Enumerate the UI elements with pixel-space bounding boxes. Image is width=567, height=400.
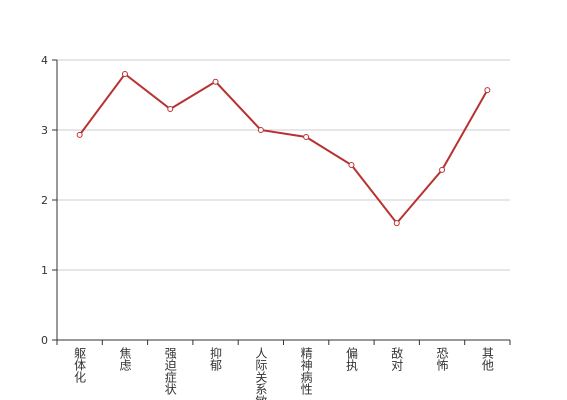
point xyxy=(303,134,310,140)
x-tick-label: 强迫症状 xyxy=(163,347,177,395)
x-tick-label: 躯体化 xyxy=(73,346,87,384)
point xyxy=(76,131,83,138)
point xyxy=(257,127,264,133)
x-tick-label: 偏执 xyxy=(344,346,358,372)
x-tick-label: 抑郁 xyxy=(209,346,223,372)
line xyxy=(78,72,489,225)
point xyxy=(121,71,128,77)
y-tick-label: 2 xyxy=(41,194,48,207)
x-tick-label: 其他 xyxy=(480,347,494,371)
y-tick-label: 4 xyxy=(41,54,48,67)
point xyxy=(439,166,446,173)
point xyxy=(484,87,491,94)
x-tick-label: 精神病性 xyxy=(299,347,313,396)
point xyxy=(348,162,355,168)
y-tick-label: 3 xyxy=(41,124,48,137)
x-tick-label: 恐怖 xyxy=(435,347,449,371)
x-tick-label: 焦虑 xyxy=(118,347,132,371)
point xyxy=(212,78,219,85)
point xyxy=(167,106,174,112)
y-tick-label: 0 xyxy=(41,334,48,347)
x-tick-label: 敌对 xyxy=(390,346,404,371)
point xyxy=(393,220,400,227)
y-tick-label: 1 xyxy=(41,264,48,277)
x-tick-label: 人际关系敏感 xyxy=(254,347,268,400)
